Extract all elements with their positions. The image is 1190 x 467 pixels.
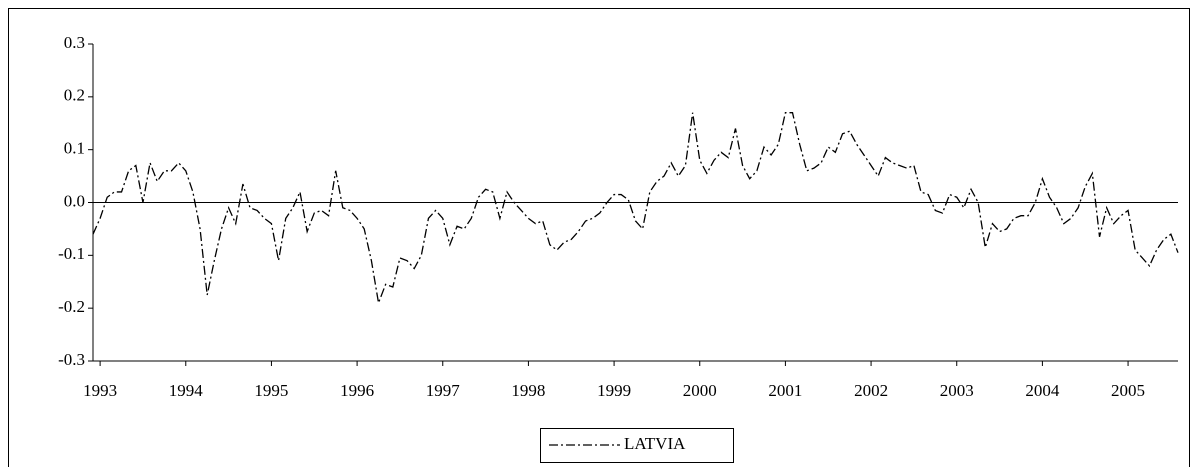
y-tick-label: -0.3: [58, 350, 85, 369]
x-tick-label: 1997: [426, 381, 461, 400]
x-tick-label: 1994: [169, 381, 204, 400]
y-tick-label: -0.2: [58, 297, 85, 316]
y-tick-label: 0.0: [64, 191, 85, 210]
x-tick-label: 1999: [597, 381, 631, 400]
x-tick-label: 2005: [1111, 381, 1145, 400]
series-line: [92, 112, 1179, 306]
x-tick-label: 1995: [254, 381, 288, 400]
x-tick-label: 2001: [768, 381, 802, 400]
x-tick-label: 1998: [511, 381, 545, 400]
y-tick-label: 0.1: [64, 139, 85, 158]
x-tick-label: 1993: [83, 381, 117, 400]
y-tick-label: 0.3: [64, 33, 85, 52]
x-tick-label: 2000: [683, 381, 717, 400]
y-tick-label: 0.2: [64, 86, 85, 105]
x-tick-label: 2002: [854, 381, 888, 400]
legend-label: LATVIA: [624, 434, 686, 453]
x-tick-label: 2003: [940, 381, 974, 400]
y-tick-label: -0.1: [58, 244, 85, 263]
x-tick-label: 2004: [1025, 381, 1060, 400]
x-tick-label: 1996: [340, 381, 374, 400]
